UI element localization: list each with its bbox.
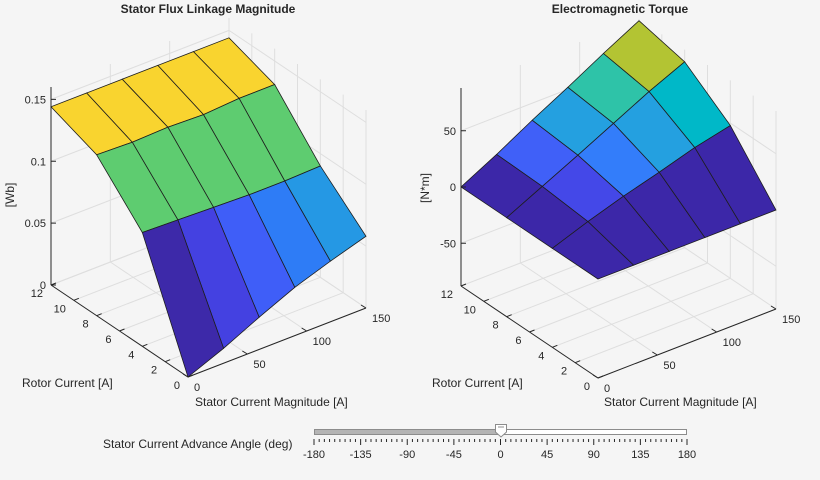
slider-label: Stator Current Advance Angle (deg) [103, 437, 293, 451]
y-tick-label: 0 [174, 380, 180, 392]
slider-tick-label: 90 [588, 449, 600, 461]
gridline [506, 247, 685, 318]
y-tick-mark [187, 374, 194, 378]
y-tick-mark [164, 359, 171, 363]
y-tick-label: 4 [128, 349, 134, 361]
slider-fill [315, 430, 502, 434]
torque-plot[interactable]: -50 0 50 0 2 4 6 8 10 12 0 50 100 150 [440, 19, 800, 395]
z-tick-label: 0.1 [31, 156, 46, 168]
x-tick-mark [592, 374, 599, 379]
y-tick-mark [119, 328, 125, 332]
flux-x-label: Stator Current Magnitude [A] [195, 395, 348, 409]
x-tick-label: 0 [604, 383, 610, 395]
torque-plot-title: Electromagnetic Torque [552, 2, 689, 16]
surface-face [551, 221, 635, 280]
y-tick-label: 10 [54, 303, 66, 315]
slider-thumb[interactable] [494, 424, 507, 438]
x-axis-line [597, 308, 777, 379]
slider-tick-label: 0 [497, 449, 503, 461]
torque-x-label: Stator Current Magnitude [A] [604, 395, 757, 409]
y-tick-label: 6 [515, 335, 521, 347]
z-tick-label: 0 [40, 280, 46, 292]
y-tick-label: 12 [31, 288, 43, 300]
z-tick-label: 0 [450, 182, 456, 194]
x-tick-label: 150 [782, 314, 800, 326]
x-tick-label: 50 [663, 360, 675, 372]
y-tick-label: 8 [83, 319, 89, 331]
x-tick-label: 150 [372, 313, 390, 325]
z-tick-label: -50 [440, 238, 456, 250]
slider-tick-label: -45 [446, 449, 462, 461]
y-tick-mark [142, 343, 148, 347]
x-tick-label: 50 [253, 359, 265, 371]
slider-tick-label: 180 [678, 449, 696, 461]
x-tick-mark [182, 373, 189, 378]
x-tick-label: 100 [313, 336, 331, 348]
y-tick-mark [529, 329, 535, 333]
y-tick-mark [483, 298, 490, 302]
x-tick-mark [652, 351, 658, 356]
slider-tick-label: -135 [350, 449, 372, 461]
y-tick-label: 2 [561, 366, 567, 378]
torque-y-label: Rotor Current [A] [432, 376, 523, 390]
y-tick-mark [552, 344, 558, 348]
y-tick-label: 8 [493, 320, 499, 332]
slider-ticks: -180 -135 -90 -45 0 45 90 135 180 [303, 439, 696, 461]
y-tick-mark [460, 283, 467, 287]
z-tick-label: 50 [444, 126, 456, 138]
y-tick-label: 4 [538, 350, 544, 362]
slider-tick-label: -180 [303, 449, 325, 461]
y-tick-mark [506, 314, 512, 318]
slider-tick-label: -90 [399, 449, 415, 461]
y-tick-label: 12 [441, 289, 453, 301]
flux-plot-title: Stator Flux Linkage Magnitude [121, 2, 296, 16]
surface-face [141, 219, 225, 378]
y-tick-mark [50, 282, 57, 286]
flux-z-label: [Wb] [3, 183, 17, 208]
x-tick-mark [360, 304, 367, 309]
x-tick-mark [301, 327, 307, 332]
x-tick-mark [242, 350, 248, 355]
x-tick-label: 0 [194, 382, 200, 394]
z-tick-label: 0.15 [25, 94, 46, 106]
y-tick-label: 6 [105, 334, 111, 346]
slider-tick-label: 45 [541, 449, 553, 461]
x-axis-line [187, 307, 367, 378]
x-tick-mark [711, 328, 717, 333]
gridline [552, 277, 731, 348]
x-tick-mark [770, 305, 777, 310]
gridline [228, 29, 367, 123]
y-tick-label: 10 [464, 304, 476, 316]
y-tick-mark [96, 313, 102, 317]
z-tick-label: 0.05 [25, 218, 46, 230]
y-tick-mark [597, 375, 604, 379]
gridline [50, 29, 230, 100]
gridline [574, 293, 754, 364]
gridline [529, 262, 708, 333]
y-tick-mark [73, 297, 80, 301]
y-tick-mark [574, 360, 581, 364]
y-tick-label: 2 [151, 365, 157, 377]
flux-y-label: Rotor Current [A] [22, 376, 113, 390]
torque-z-label: [N*m] [418, 173, 432, 203]
y-tick-label: 0 [584, 381, 590, 393]
slider-tick-label: 135 [631, 449, 649, 461]
x-tick-label: 100 [723, 337, 741, 349]
